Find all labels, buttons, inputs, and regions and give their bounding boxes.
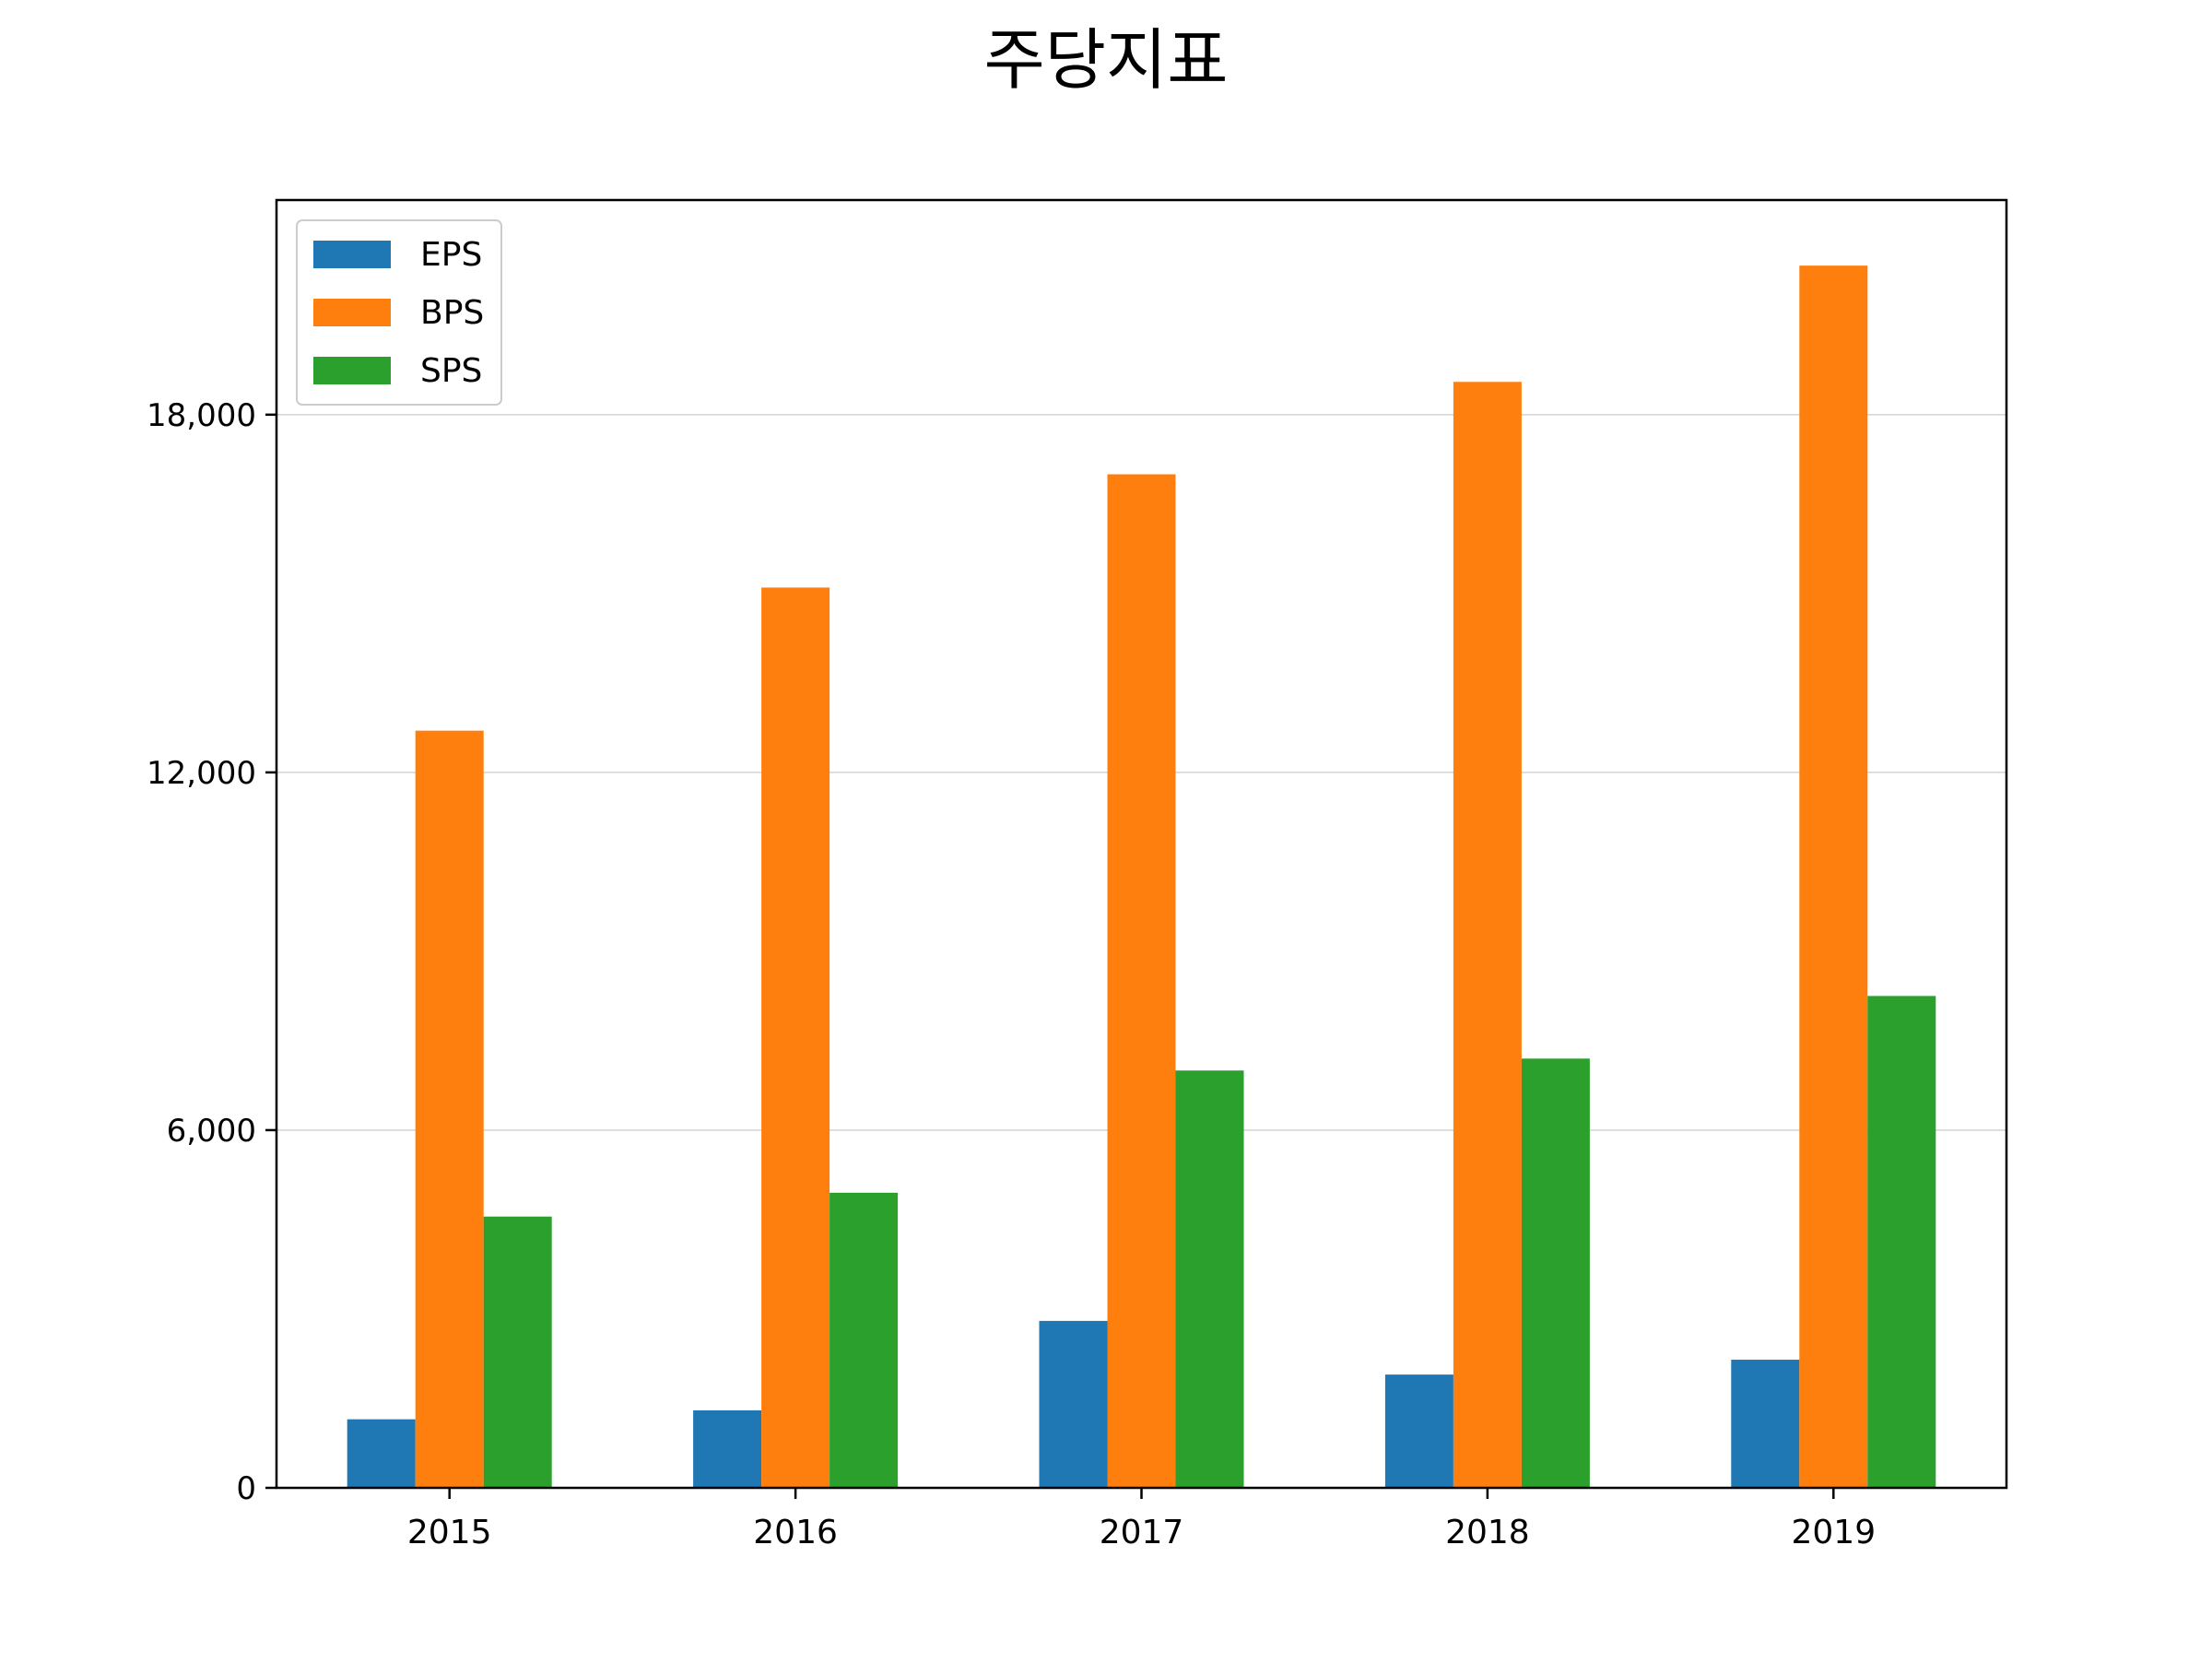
x-tick-label: 2019 [1791,1514,1876,1551]
x-tick-label: 2018 [1445,1514,1530,1551]
x-tick-label: 2015 [407,1514,492,1551]
legend-swatch-bps [313,299,391,326]
bar-eps-2019 [1731,1359,1800,1488]
y-tick-label: 6,000 [167,1113,256,1150]
x-axis: 2015 2016 2017 2018 2019 [407,1488,1876,1551]
bars [347,265,1936,1488]
bar-eps-2016 [693,1409,762,1488]
bar-eps-2015 [347,1419,416,1488]
bar-sps-2018 [1521,1058,1590,1488]
bar-eps-2018 [1384,1374,1453,1488]
chart-title: 주당지표 [984,21,1229,99]
bar-bps-2016 [761,587,830,1488]
x-tick-label: 2016 [753,1514,838,1551]
y-tick-label: 0 [236,1470,256,1507]
y-tick-label: 12,000 [147,755,256,792]
legend-swatch-eps [313,241,391,268]
bar-eps-2017 [1039,1320,1108,1488]
y-axis: 0 6,000 12,000 18,000 [147,397,276,1507]
x-tick-label: 2017 [1100,1514,1184,1551]
bar-sps-2015 [483,1216,552,1488]
bar-bps-2019 [1799,265,1868,1488]
legend-label-eps: EPS [420,236,482,274]
bar-bps-2018 [1453,382,1522,1488]
bar-bps-2017 [1107,474,1176,1488]
bar-sps-2017 [1175,1070,1244,1488]
legend-label-bps: BPS [420,294,484,332]
y-tick-label: 18,000 [147,397,256,434]
bar-bps-2015 [415,730,484,1488]
bar-sps-2019 [1867,996,1936,1488]
bar-sps-2016 [830,1192,899,1488]
legend: EPS BPS SPS [296,219,502,406]
legend-swatch-sps [313,357,391,384]
legend-label-sps: SPS [420,352,482,390]
